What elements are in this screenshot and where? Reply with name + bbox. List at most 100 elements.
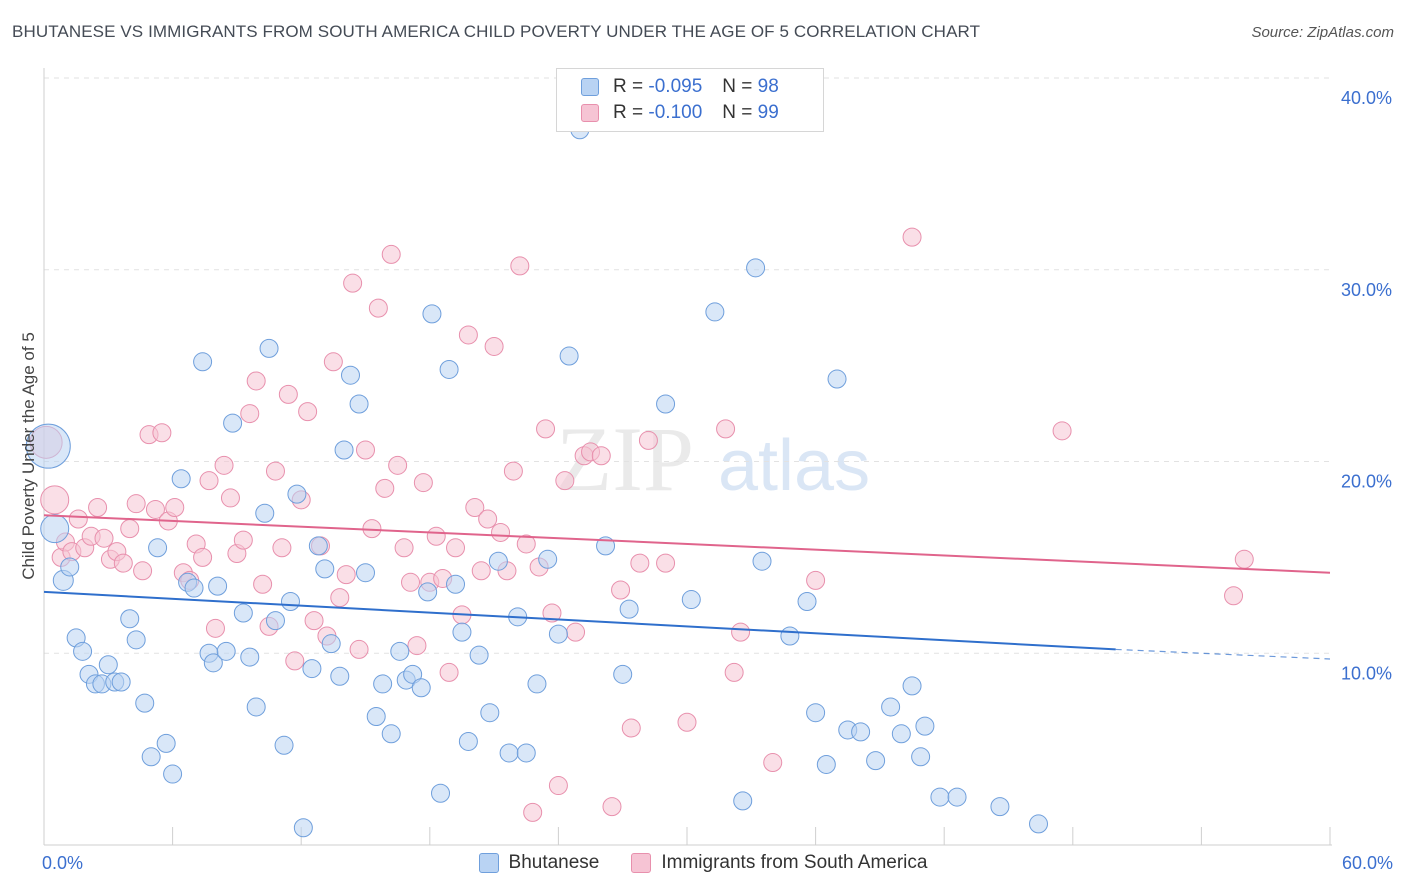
data-point-bhutanese (881, 697, 901, 717)
data-point-immigrants (630, 553, 650, 573)
data-point-immigrants (426, 526, 446, 546)
data-point-bhutanese (797, 591, 817, 611)
data-point-immigrants (471, 561, 491, 581)
data-point-bhutanese (439, 359, 459, 379)
data-point-immigrants (724, 662, 744, 682)
data-point-immigrants (1052, 421, 1072, 441)
gridlines (44, 77, 1330, 654)
trend-line-bhutanese (43, 590, 1116, 651)
data-point-bhutanese (488, 551, 508, 571)
legend-r-value: -0.095 (648, 76, 703, 97)
data-point-bhutanese (746, 258, 766, 278)
data-point-bhutanese (469, 645, 489, 665)
data-point-bhutanese (274, 735, 294, 755)
data-point-bhutanese (446, 574, 466, 594)
data-point-bhutanese (866, 751, 886, 771)
data-point-bhutanese (293, 818, 313, 838)
data-point-bhutanese (287, 484, 307, 504)
data-point-bhutanese (203, 653, 223, 673)
data-point-bhutanese (681, 590, 701, 610)
data-point-bhutanese (223, 413, 243, 433)
data-point-bhutanese (516, 743, 536, 763)
data-point-immigrants (233, 530, 253, 550)
trend-line-bhutanese-extension (1115, 648, 1331, 660)
data-point-bhutanese (184, 578, 204, 598)
data-point-immigrants (375, 478, 395, 498)
data-point-bhutanese (780, 626, 800, 646)
data-point-bhutanese (302, 659, 322, 679)
data-point-bhutanese (60, 557, 80, 577)
data-point-bhutanese (403, 664, 423, 684)
data-point-immigrants (394, 538, 414, 558)
data-point-immigrants (265, 461, 285, 481)
data-point-immigrants (298, 402, 318, 422)
legend-swatch-pink (581, 104, 599, 122)
data-point-bhutanese (216, 641, 236, 661)
data-point-bhutanese (171, 469, 191, 489)
data-point-immigrants (536, 419, 556, 439)
data-point-immigrants (503, 461, 523, 481)
data-point-bhutanese (259, 338, 279, 358)
data-point-immigrants (446, 538, 466, 558)
data-point-immigrants (555, 471, 575, 491)
data-point-immigrants (145, 499, 165, 519)
data-point-immigrants (458, 325, 478, 345)
data-point-immigrants (40, 485, 70, 515)
data-point-immigrants (716, 419, 736, 439)
data-point-bhutanese (141, 747, 161, 767)
data-point-immigrants (388, 455, 408, 475)
data-point-bhutanese (431, 783, 451, 803)
x-tick-label: 60.0% (1342, 853, 1393, 873)
legend-row-bhutanese: R = -0.095 N = 98 (581, 75, 779, 99)
data-point-bhutanese (619, 599, 639, 619)
data-point-immigrants (611, 580, 631, 600)
data-point-immigrants (220, 488, 240, 508)
data-point-immigrants (638, 430, 658, 450)
data-point-bhutanese (806, 703, 826, 723)
data-point-immigrants (677, 712, 697, 732)
data-point-immigrants (621, 718, 641, 738)
legend-n-value: 99 (757, 102, 779, 123)
data-point-immigrants (68, 509, 88, 529)
data-point-bhutanese (315, 559, 335, 579)
data-point-bhutanese (265, 611, 285, 631)
data-point-immigrants (763, 753, 783, 773)
data-point-bhutanese (156, 733, 176, 753)
data-point-immigrants (253, 574, 273, 594)
legend-swatch-blue (581, 78, 599, 96)
legend-n-label: N = (722, 102, 753, 123)
legend-label-bhutanese: Bhutanese (508, 852, 600, 873)
data-point-immigrants (523, 802, 543, 822)
data-point-bhutanese (559, 346, 579, 366)
data-point-immigrants (199, 471, 219, 491)
data-point-bhutanese (411, 678, 431, 698)
data-point-immigrants (336, 565, 356, 585)
y-tick-label: 10.0% (1341, 663, 1392, 683)
data-point-bhutanese (911, 747, 931, 767)
data-point-immigrants (323, 352, 343, 372)
data-point-immigrants (278, 384, 298, 404)
data-point-bhutanese (390, 641, 410, 661)
data-point-bhutanese (111, 672, 131, 692)
data-point-bhutanese (366, 707, 386, 727)
data-point-bhutanese (613, 664, 633, 684)
data-point-bhutanese (246, 697, 266, 717)
data-point-bhutanese (356, 563, 375, 583)
watermark-atlas: atlas (718, 426, 870, 506)
legend-row-immigrants: R = -0.100 N = 99 (581, 101, 779, 125)
data-point-bhutanese (656, 394, 676, 414)
data-point-immigrants (88, 498, 108, 518)
data-point-bhutanese (321, 634, 341, 654)
data-point-immigrants (330, 588, 350, 608)
data-point-bhutanese (947, 787, 967, 807)
data-point-bhutanese (452, 622, 472, 642)
data-point-bhutanese (148, 538, 168, 558)
legend-swatch-pink (631, 853, 652, 873)
data-point-immigrants (731, 622, 751, 642)
data-point-immigrants (413, 473, 433, 493)
legend-n-label: N = (722, 76, 753, 97)
data-point-immigrants (349, 639, 369, 659)
legend-n-value: 98 (757, 76, 779, 97)
data-point-bhutanese (705, 302, 725, 322)
trend-line-immigrants (43, 514, 1331, 574)
